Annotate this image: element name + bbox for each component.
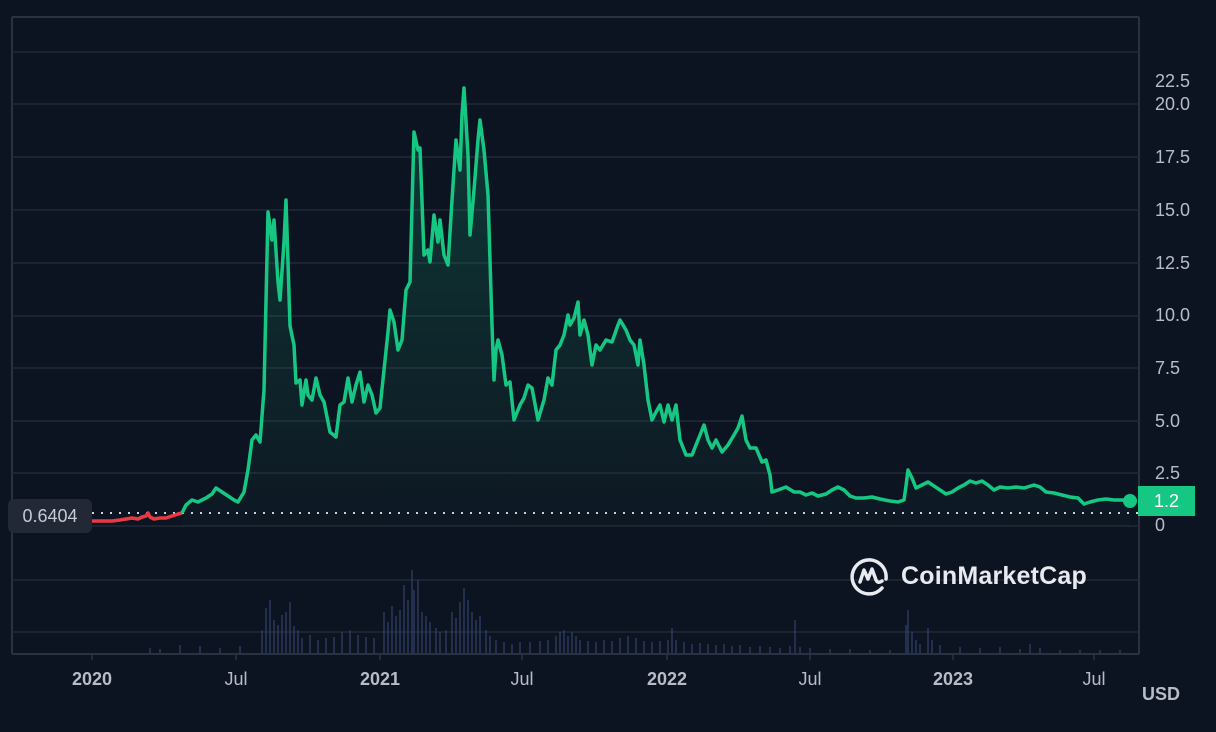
plot-frame [11,16,1140,655]
coinmarketcap-logo-icon [850,558,888,596]
price-line-below-baseline [92,511,183,523]
y-tick-label: 17.5 [1155,147,1191,167]
x-tick-label: Jul [798,669,822,689]
x-tick-label: Jul [1082,669,1106,689]
y-tick-label: 12.5 [1155,253,1191,273]
y-tick-label: 0 [1155,515,1166,535]
y-tick-label: 2.5 [1155,463,1181,483]
x-tick-label: 2023 [932,669,974,689]
y-tick-label: 22.5 [1155,71,1191,91]
volume-bars [149,570,1121,653]
x-tick-marks [91,654,1095,660]
y-tick-label: 5.0 [1155,411,1181,431]
x-tick-label: 2020 [71,669,113,689]
y-tick-label: 15.0 [1155,200,1191,220]
current-price-dot [1123,494,1137,508]
x-tick-label: 2022 [646,669,688,689]
y-tick-label: 10.0 [1155,305,1191,325]
baseline-price-badge: 0.6404 [8,499,92,533]
x-tick-label: Jul [510,669,534,689]
current-price-badge: 1.2 [1138,486,1195,516]
x-tick-label: Jul [224,669,248,689]
price-line [180,86,1131,514]
coinmarketcap-watermark: CoinMarketCap [849,555,1087,597]
currency-label: USD [1142,684,1181,704]
y-tick-label: 20.0 [1155,94,1191,114]
y-tick-label: 7.5 [1155,358,1181,378]
brand-name: CoinMarketCap [901,561,1087,590]
price-area-fill [182,88,1130,526]
x-tick-label: 2021 [359,669,401,689]
